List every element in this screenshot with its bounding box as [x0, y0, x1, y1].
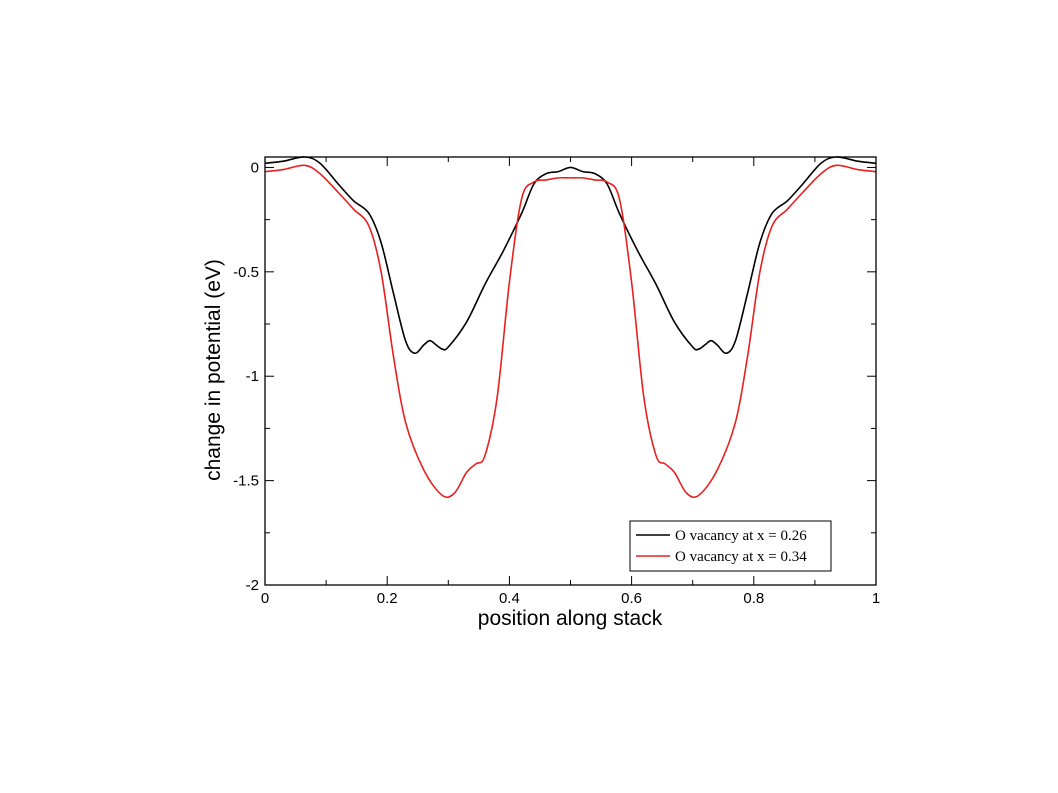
- y-tick-label: -0.5: [233, 264, 259, 281]
- x-tick-label: 0.6: [621, 590, 642, 607]
- y-tick-label: -1.5: [233, 473, 259, 490]
- x-tick-label: 0.4: [499, 590, 520, 607]
- legend-label-1: O vacancy at x = 0.26: [675, 528, 807, 544]
- y-tick-label: -1: [246, 368, 259, 385]
- x-tick-label: 0: [261, 590, 269, 607]
- legend-label-2: O vacancy at x = 0.34: [675, 549, 807, 565]
- plot-area: [264, 156, 877, 499]
- legend-box: [629, 520, 832, 572]
- x-axis-title: position along stack: [478, 607, 663, 630]
- x-tick-label: 0.2: [377, 590, 398, 607]
- series-line-1: [264, 156, 877, 355]
- x-tick-label: 1: [872, 590, 880, 607]
- x-tick-label: 0.8: [743, 590, 764, 607]
- y-tick-label: -2: [246, 577, 259, 594]
- y-axis-title: change in potential (eV): [202, 259, 225, 481]
- legend: O vacancy at x = 0.26 O vacancy at x = 0.…: [629, 520, 832, 572]
- series-line-2: [264, 164, 877, 499]
- y-tick-label: 0: [251, 159, 259, 176]
- axes: 0 0.2 0.4 0.6 0.8 1 0 -0.5 -1 -1.5 -2: [233, 156, 880, 607]
